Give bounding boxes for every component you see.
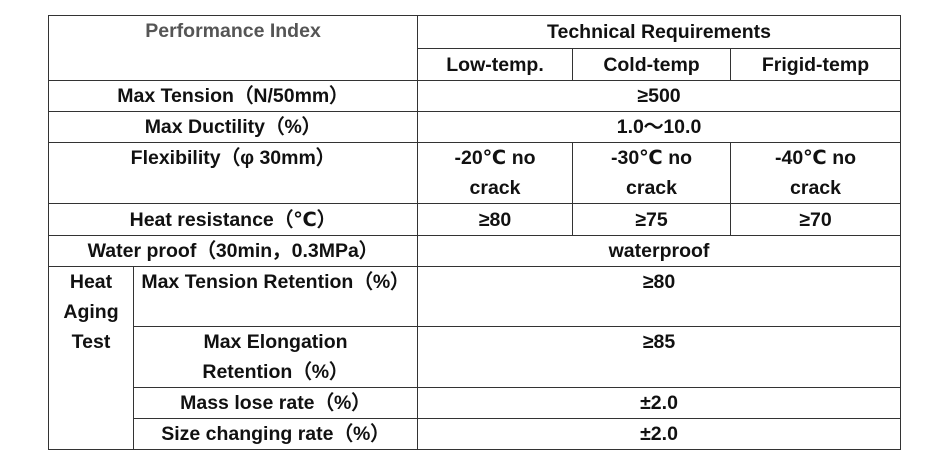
column-header: Low-temp. xyxy=(417,48,574,81)
cell: waterproof xyxy=(417,235,902,267)
row-label: Flexibility（φ 30mm） xyxy=(47,142,419,204)
cell: ≥500 xyxy=(417,80,902,112)
cell: ≥70 xyxy=(730,203,902,236)
row-label: Size changing rate（%） xyxy=(132,418,419,450)
row-label: Max Tension（N/50mm） xyxy=(47,80,419,112)
cell: ≥85 xyxy=(417,326,902,388)
header-cell: Performance Index xyxy=(47,15,419,81)
header-cell: Technical Requirements xyxy=(417,15,902,49)
cell: ±2.0 xyxy=(417,418,902,450)
row-label: Mass lose rate（%） xyxy=(132,387,419,419)
cell: ≥80 xyxy=(417,203,574,236)
row-label: Water proof（30min，0.3MPa） xyxy=(47,235,419,267)
cell: 1.0～10.0 xyxy=(417,111,902,143)
cell: -40℃ no crack xyxy=(730,142,902,204)
column-header: Frigid-temp xyxy=(730,48,902,81)
cell: ≥80 xyxy=(417,266,902,327)
cell: ±2.0 xyxy=(417,387,902,419)
cell: -20℃ no crack xyxy=(417,142,574,204)
column-header: Cold-temp xyxy=(572,48,732,81)
cell: -30℃ no crack xyxy=(572,142,732,204)
spec-table: Performance Index Technical Requirements… xyxy=(47,15,902,450)
row-label: Max Ductility（%） xyxy=(47,111,419,143)
row-label: Heat resistance（℃） xyxy=(47,203,419,236)
row-label: Max Elongation Retention（%） xyxy=(132,326,419,388)
group-label: Heat Aging Test xyxy=(48,266,134,450)
cell: ≥75 xyxy=(572,203,732,236)
row-label: Max Tension Retention（%） xyxy=(132,266,419,327)
